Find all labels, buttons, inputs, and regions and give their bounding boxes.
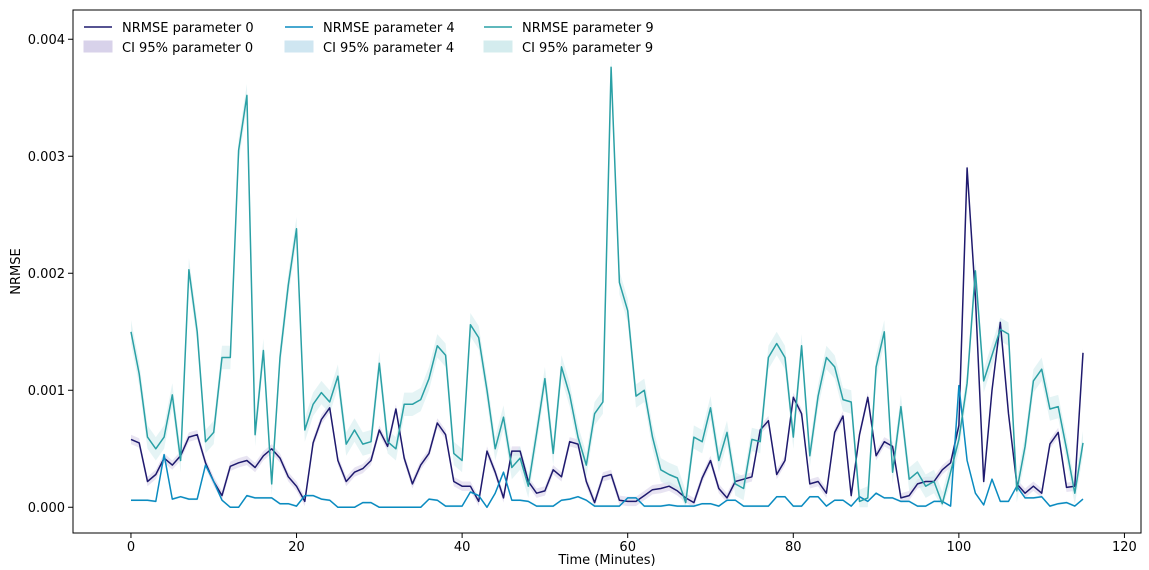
series-line-0 [130, 167, 1084, 504]
y-axis-ticks: 0.000 0.001 0.002 0.003 0.004 [28, 33, 73, 516]
x-tick-label: 60 [619, 540, 636, 555]
legend-label-1: NRMSE parameter 4 [323, 21, 455, 36]
x-tick-label: 80 [785, 540, 802, 555]
x-tick-label: 20 [288, 540, 305, 555]
legend-label-0: NRMSE parameter 0 [122, 21, 254, 36]
x-axis-label: Time (Minutes) [557, 553, 655, 568]
y-tick-label: 0.000 [28, 501, 65, 516]
y-tick-label: 0.003 [28, 150, 65, 165]
legend-ci-label-2: CI 95% parameter 9 [522, 41, 653, 56]
x-axis-ticks: 0 20 40 60 80 100 120 [127, 533, 1137, 555]
plot-frame [72, 9, 1142, 534]
legend-band-swatch-0 [83, 40, 113, 53]
x-tick-label: 40 [454, 540, 471, 555]
y-tick-label: 0.004 [28, 33, 65, 48]
legend-band-swatch-1 [284, 40, 314, 53]
series-lines [130, 66, 1084, 509]
ci-band-series-2 [131, 55, 1083, 508]
legend-label-2: NRMSE parameter 9 [522, 21, 654, 36]
legend-ci-label-1: CI 95% parameter 4 [323, 41, 454, 56]
y-tick-label: 0.001 [28, 384, 65, 399]
series-line-1 [131, 384, 1084, 509]
legend: NRMSE parameter 0 CI 95% parameter 0 NRMSE… [83, 21, 654, 56]
legend-ci-label-0: CI 95% parameter 0 [122, 41, 253, 56]
series-line-2 [130, 66, 1084, 505]
y-tick-label: 0.002 [28, 267, 65, 282]
legend-band-swatch-2 [483, 40, 513, 53]
x-tick-label: 100 [946, 540, 971, 555]
ci-bands [131, 55, 1083, 508]
y-axis-label: NRMSE [9, 248, 24, 294]
x-tick-label: 120 [1112, 540, 1137, 555]
x-tick-label: 0 [127, 540, 135, 555]
